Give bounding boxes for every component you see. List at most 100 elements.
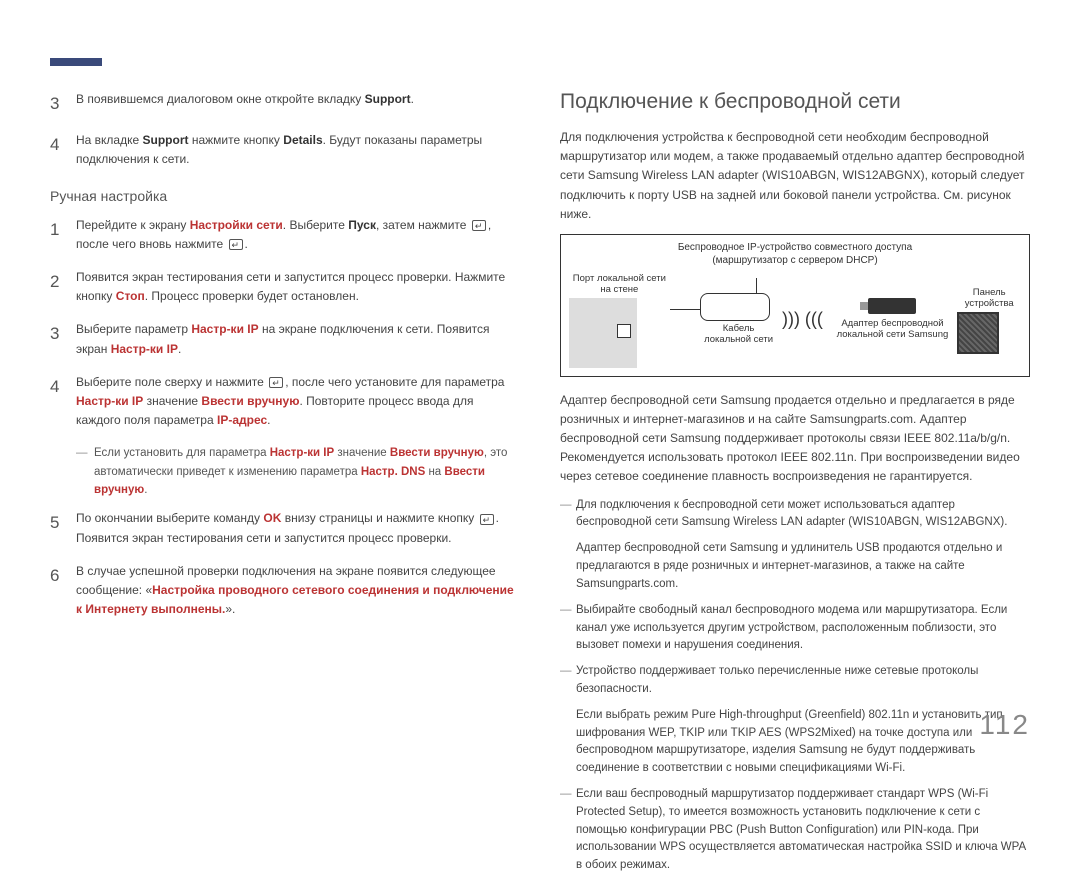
manual-step-5: 5 По окончании выберите команду OK внизу… — [50, 509, 520, 547]
wireless-heading: Подключение к беспроводной сети — [560, 90, 1030, 114]
text: Перейдите к экрану — [76, 218, 190, 232]
bold-text: Support — [365, 92, 411, 106]
text: Выберите поле сверху и нажмите — [76, 375, 267, 389]
text: на — [425, 466, 444, 478]
bold-text: Пуск — [348, 218, 376, 232]
step-body: Появится экран тестирования сети и запус… — [76, 268, 520, 306]
dash-icon: ― — [560, 786, 576, 875]
step-number: 4 — [50, 131, 76, 158]
wifi-waves-block: ))) ((( — [777, 310, 827, 328]
text: . — [245, 237, 248, 251]
right-column: Подключение к беспроводной сети Для подк… — [560, 90, 1030, 883]
red-text: Настройки сети — [190, 218, 283, 232]
wireless-note-4: ― Если ваш беспроводный маршрутизатор по… — [560, 786, 1030, 875]
wireless-intro-paragraph: Для подключения устройства к беспроводно… — [560, 128, 1030, 224]
text: . — [178, 342, 181, 356]
red-text: Настр-ки IP — [76, 394, 143, 408]
manual-step-2: 2 Появится экран тестирования сети и зап… — [50, 268, 520, 306]
router-block: Кабель локальной сети — [700, 293, 778, 346]
step-body: В появившемся диалоговом окне откройте в… — [76, 90, 520, 109]
text: . — [267, 413, 270, 427]
red-text: Настр-ки IP — [270, 447, 334, 459]
note-body: Если установить для параметра Настр-ки I… — [94, 444, 520, 499]
dash-icon: ― — [76, 444, 94, 499]
text: нажмите кнопку — [189, 133, 284, 147]
text: По окончании выберите команду — [76, 511, 263, 525]
manual-step-3: 3 Выберите параметр Настр-ки IP на экран… — [50, 320, 520, 358]
diagram-title-line2: (маршрутизатор с сервером DHCP) — [712, 255, 877, 266]
page-columns: 3 В появившемся диалоговом окне откройте… — [50, 90, 1030, 883]
step-number: 3 — [50, 320, 76, 347]
device-panel-block: Панель устройства — [957, 285, 1021, 354]
wireless-adapter-paragraph: Адаптер беспроводной сети Samsung продае… — [560, 391, 1030, 487]
text: . Выберите — [283, 218, 348, 232]
step-number: 4 — [50, 373, 76, 400]
text: Если установить для параметра — [94, 447, 270, 459]
text: В появившемся диалоговом окне откройте в… — [76, 92, 365, 106]
note-body: Устройство поддерживает только перечисле… — [576, 663, 1030, 699]
cable-line — [670, 309, 700, 310]
note-body: Для подключения к беспроводной сети може… — [576, 497, 1030, 533]
antenna-icon — [756, 278, 757, 294]
diagram-title-line1: Беспроводное IP-устройство совместного д… — [678, 242, 912, 253]
text: значение — [334, 447, 390, 459]
header-accent-bar — [50, 58, 102, 66]
red-text: IP-адрес — [217, 413, 267, 427]
dash-icon: ― — [560, 663, 576, 699]
enter-icon — [472, 220, 486, 231]
adapter-block: Адаптер беспроводной локальной сети Sams… — [827, 298, 957, 341]
left-column: 3 В появившемся диалоговом окне откройте… — [50, 90, 520, 883]
step-number: 2 — [50, 268, 76, 295]
red-text: Настр-ки IP — [111, 342, 178, 356]
wall-icon — [569, 298, 637, 368]
router-icon — [700, 293, 770, 321]
text: ». — [225, 602, 235, 616]
dash-icon: ― — [560, 497, 576, 533]
manual-step-4: 4 Выберите поле сверху и нажмите , после… — [50, 373, 520, 431]
wall-port-label: Порт локальной сети на стене — [569, 273, 670, 296]
wireless-note-2: ― Выбирайте свободный канал беспроводног… — [560, 602, 1030, 655]
step-body: Выберите поле сверху и нажмите , после ч… — [76, 373, 520, 431]
text: . Процесс проверки будет остановлен. — [145, 289, 359, 303]
left-step-3: 3 В появившемся диалоговом окне откройте… — [50, 90, 520, 117]
bold-text: Details — [283, 133, 322, 147]
step-body: На вкладке Support нажмите кнопку Detail… — [76, 131, 520, 169]
manual-step-1: 1 Перейдите к экрану Настройки сети. Выб… — [50, 216, 520, 254]
step-body: По окончании выберите команду OK внизу с… — [76, 509, 520, 547]
red-text: Стоп — [116, 289, 145, 303]
step-number: 3 — [50, 90, 76, 117]
enter-icon — [229, 239, 243, 250]
step-body: Выберите параметр Настр-ки IP на экране … — [76, 320, 520, 358]
red-text: Ввести вручную — [390, 447, 484, 459]
manual-setup-heading: Ручная настройка — [50, 188, 520, 204]
text: , затем нажмите — [376, 218, 470, 232]
red-text: Настр. DNS — [361, 466, 425, 478]
wall-block: Порт локальной сети на стене — [569, 271, 670, 368]
wireless-diagram: Беспроводное IP-устройство совместного д… — [560, 234, 1030, 377]
text: , после чего установите для параметра — [285, 375, 504, 389]
step-body: Перейдите к экрану Настройки сети. Выбер… — [76, 216, 520, 254]
text: На вкладке — [76, 133, 143, 147]
text: . — [144, 484, 147, 496]
note-body: Если ваш беспроводный маршрутизатор подд… — [576, 786, 1030, 875]
left-step-4: 4 На вкладке Support нажмите кнопку Deta… — [50, 131, 520, 169]
manual-step-6: 6 В случае успешной проверки подключения… — [50, 562, 520, 620]
step-number: 1 — [50, 216, 76, 243]
enter-icon — [480, 514, 494, 525]
step-number: 5 — [50, 509, 76, 536]
page-number: 112 — [979, 709, 1030, 741]
wifi-waves-icon: ))) ((( — [782, 310, 823, 328]
note-body: Выбирайте свободный канал беспроводного … — [576, 602, 1030, 655]
bold-text: Support — [143, 133, 189, 147]
wireless-note-1b: Адаптер беспроводной сети Samsung и удли… — [576, 540, 1030, 593]
red-text: Настр-ки IP — [191, 322, 258, 336]
enter-icon — [269, 377, 283, 388]
text: внизу страницы и нажмите кнопку — [281, 511, 477, 525]
step-number: 6 — [50, 562, 76, 589]
text: . — [411, 92, 414, 106]
red-text: Ввести вручную — [201, 394, 299, 408]
step-body: В случае успешной проверки подключения н… — [76, 562, 520, 620]
dash-icon: ― — [560, 602, 576, 655]
wireless-note-3b: Если выбрать режим Pure High-throughput … — [576, 707, 1030, 778]
diagram-title: Беспроводное IP-устройство совместного д… — [569, 241, 1021, 267]
